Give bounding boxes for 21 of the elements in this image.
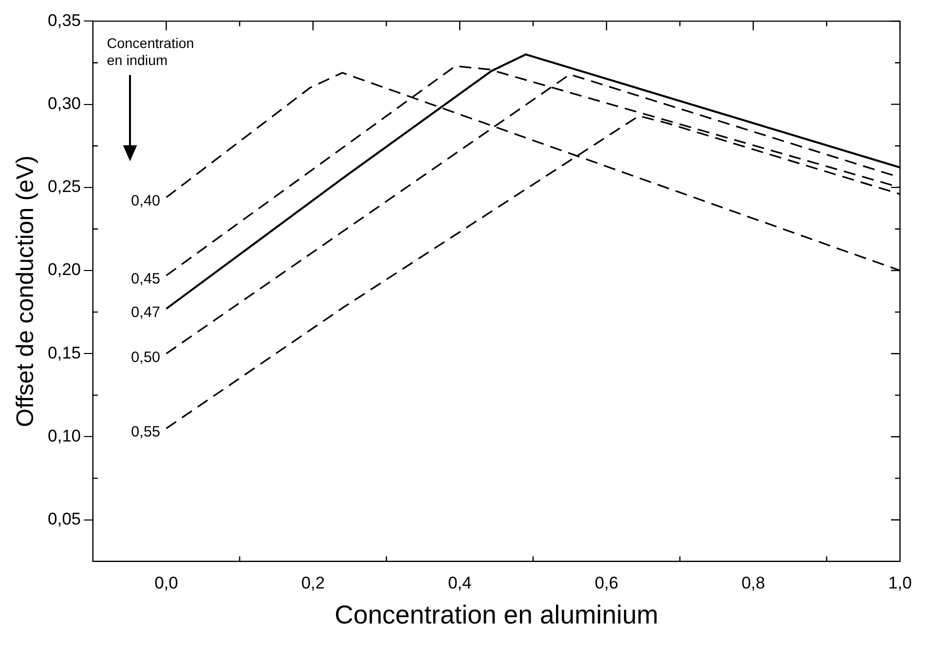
- y-tick-label: 0,25: [48, 177, 81, 196]
- annotation: Concentration en indium: [106, 35, 196, 70]
- series-label: 0,55: [131, 424, 160, 441]
- y-tick-label: 0,10: [48, 426, 81, 446]
- y-tick-label: 0,05: [48, 510, 81, 529]
- y-tick-label: 0,35: [48, 10, 81, 30]
- x-tick-label: 0,2: [301, 573, 325, 592]
- x-tick-label: 0,0: [154, 573, 178, 592]
- y-tick-label: 0,30: [48, 94, 81, 113]
- x-axis-title: Concentration en aluminium: [334, 600, 658, 630]
- x-tick-label: 0,6: [594, 573, 618, 592]
- y-tick-label: 0,15: [48, 343, 81, 362]
- x-tick-label: 0,4: [448, 573, 472, 592]
- y-axis-title: Offset de conduction (eV): [12, 155, 40, 428]
- x-tick-label: 0,8: [741, 573, 766, 592]
- series-label: 0,47: [131, 304, 160, 321]
- x-tick-label: 1,0: [888, 573, 912, 592]
- series-label: 0,45: [131, 270, 160, 288]
- series-label: 0,40: [131, 192, 160, 210]
- y-tick-label: 0,20: [48, 260, 81, 280]
- series-label: 0,50: [131, 348, 160, 366]
